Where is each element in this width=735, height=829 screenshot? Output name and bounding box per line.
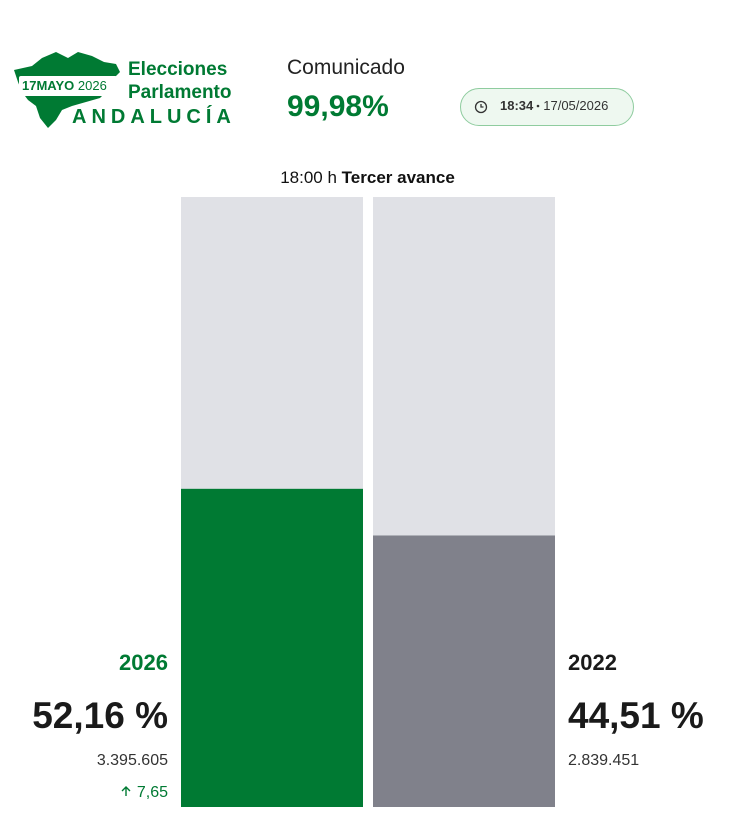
- logo-region: ANDALUCÍA: [72, 106, 236, 128]
- logo-badge: [19, 76, 117, 96]
- change-label: 7,65: [120, 784, 168, 802]
- update-date: 17/05/2026: [543, 98, 609, 113]
- votes-label: 2.839.451: [568, 752, 640, 769]
- logo-badge-year: 2026: [77, 78, 107, 93]
- votes-label: 3.395.605: [96, 752, 168, 769]
- update-pill: [460, 88, 634, 126]
- bar: [181, 488, 363, 807]
- logo-line2: Parlamento: [128, 82, 232, 103]
- bar: [373, 535, 555, 807]
- chart-title: Tercer avance: [341, 168, 455, 187]
- update-text: 18:34 17/05/2026: [500, 98, 608, 113]
- logo-line1: Elecciones: [128, 59, 228, 80]
- change-value: 7,65: [136, 784, 168, 801]
- chart-heading: 18:00 h Tercer avance: [0, 168, 735, 188]
- separator-dot: [536, 104, 540, 108]
- logo-badge-text: 17MAYO 2026: [22, 78, 107, 93]
- update-time: 18:34: [500, 98, 534, 113]
- value-label: 52,16 %: [32, 695, 168, 736]
- status-value: 99,98%: [287, 90, 389, 123]
- clock-icon: [474, 100, 488, 114]
- category-label: 2022: [568, 650, 617, 675]
- value-label: 44,51 %: [568, 695, 704, 736]
- chart-subtitle: 18:00 h: [280, 168, 337, 187]
- up-arrow: [121, 786, 131, 796]
- status-label: Comunicado: [287, 56, 405, 79]
- category-label: 2026: [119, 650, 168, 675]
- logo-badge-day: 17MAYO: [22, 78, 75, 93]
